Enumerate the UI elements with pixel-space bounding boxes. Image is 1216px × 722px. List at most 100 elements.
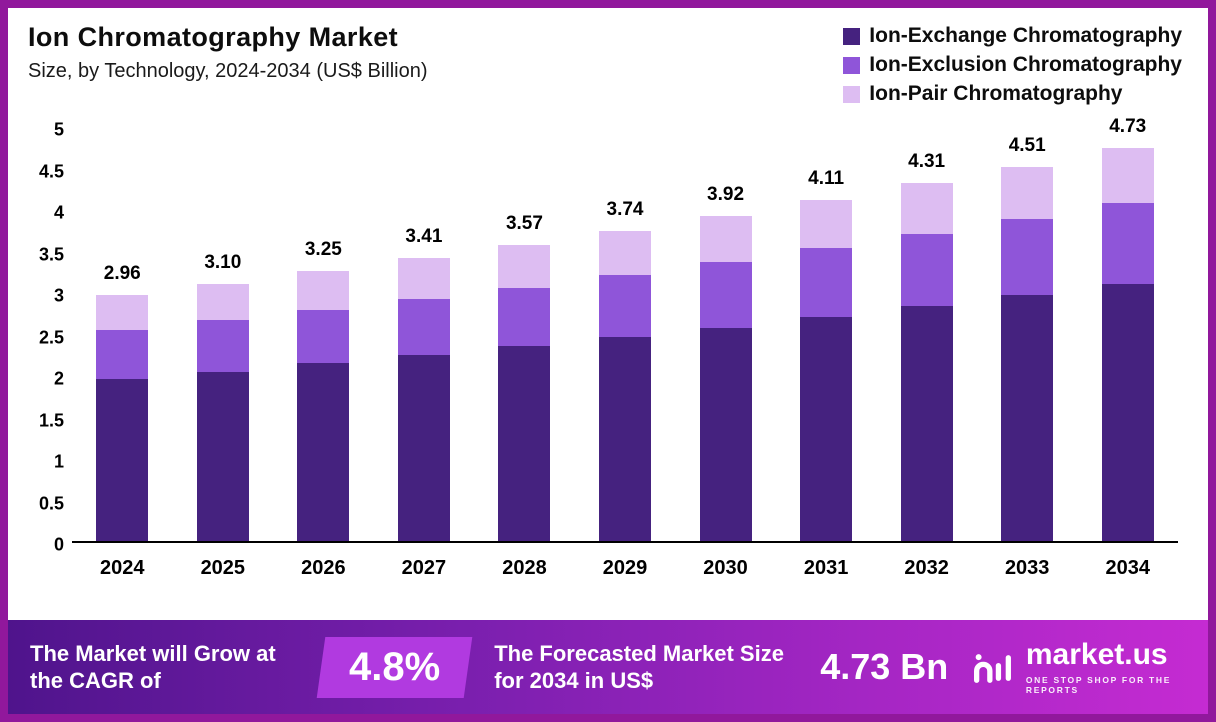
bar-2030: 3.92 bbox=[675, 128, 776, 541]
bar-value-label: 2.96 bbox=[103, 263, 141, 285]
bar-segment bbox=[699, 262, 752, 328]
legend-swatch-icon bbox=[843, 85, 861, 103]
x-tick-label: 2024 bbox=[100, 557, 145, 579]
legend-label: Ion-Exclusion Chromatography bbox=[869, 53, 1182, 76]
bar-segment bbox=[397, 355, 450, 541]
header: Ion Chromatography Market Size, by Techn… bbox=[8, 8, 1208, 106]
bar-segment bbox=[800, 316, 853, 541]
stacked-bar bbox=[297, 271, 350, 541]
y-tick-label: 3 bbox=[53, 285, 64, 306]
page-subtitle: Size, by Technology, 2024-2034 (US$ Bill… bbox=[28, 60, 428, 82]
bar-2025: 3.10 bbox=[173, 128, 274, 541]
y-tick-label: 0 bbox=[53, 534, 64, 555]
bar-segment bbox=[599, 275, 651, 337]
y-tick-label: 1 bbox=[53, 451, 64, 472]
legend-label: Ion-Pair Chromatography bbox=[869, 82, 1123, 105]
y-axis: 0 0.5 1 1.5 2 2.5 3 3.5 4 4.5 5 bbox=[22, 120, 72, 555]
stacked-bar bbox=[498, 244, 551, 541]
x-axis: 2024 2025 2026 2027 2028 2029 2030 2031 2032 2033… bbox=[72, 557, 1178, 580]
bar-segment bbox=[498, 244, 551, 288]
stacked-bar bbox=[196, 283, 249, 541]
x-tick-label: 2033 bbox=[1004, 557, 1050, 579]
bar-segment bbox=[1101, 148, 1154, 204]
stacked-bar bbox=[800, 199, 853, 541]
stacked-bar bbox=[96, 295, 149, 541]
bar-2027: 3.41 bbox=[374, 128, 475, 541]
bar-segment bbox=[900, 233, 953, 307]
bar-segment bbox=[196, 283, 249, 321]
x-tick-label: 2030 bbox=[703, 557, 748, 579]
stacked-bar bbox=[1101, 148, 1154, 541]
x-tick-label: 2026 bbox=[301, 557, 346, 579]
brand-name: market.us bbox=[1025, 637, 1168, 671]
bar-segment bbox=[699, 327, 752, 541]
bar-segment bbox=[397, 299, 450, 356]
bar-segment bbox=[599, 230, 651, 276]
legend-swatch-icon bbox=[843, 56, 861, 74]
y-tick-label: 1.5 bbox=[38, 410, 64, 430]
bar-segment bbox=[1101, 283, 1154, 541]
cagr-text: The Market will Grow at the CAGR of bbox=[30, 640, 276, 694]
bar-value-label: 4.11 bbox=[808, 167, 845, 189]
page-title: Ion Chromatography Market bbox=[28, 22, 399, 52]
bar-segment bbox=[800, 199, 853, 249]
stacked-bar bbox=[900, 183, 953, 541]
bar-segment bbox=[397, 257, 450, 300]
x-tick-label: 2031 bbox=[803, 557, 849, 579]
x-tick-label: 2027 bbox=[401, 557, 447, 579]
bar-value-label: 3.92 bbox=[707, 183, 745, 205]
bar-segment bbox=[96, 295, 149, 331]
bar-2034: 4.73 bbox=[1077, 116, 1178, 541]
chart-area: 0 0.5 1 1.5 2 2.5 3 3.5 4 4.5 5 2.96 3.10 3.25 3.41 3.… bbox=[8, 106, 1208, 620]
stacked-bar bbox=[699, 215, 752, 541]
x-tick-label: 2034 bbox=[1105, 557, 1150, 579]
bar-segment bbox=[96, 330, 149, 380]
forecast-value: 4.73 Bn bbox=[820, 646, 949, 687]
legend-item: Ion-Exchange Chromatography bbox=[843, 24, 1182, 48]
y-tick-label: 2 bbox=[53, 368, 64, 389]
bar-segment bbox=[96, 379, 149, 541]
bar-value-label: 3.10 bbox=[204, 251, 242, 273]
bar-segment bbox=[196, 371, 249, 541]
bar-segment bbox=[800, 248, 853, 317]
legend-item: Ion-Pair Chromatography bbox=[843, 82, 1182, 106]
bar-2029: 3.74 bbox=[575, 128, 676, 541]
y-tick-label: 2.5 bbox=[38, 327, 64, 347]
bar-2028: 3.57 bbox=[474, 128, 575, 541]
bar-segment bbox=[1101, 203, 1154, 284]
stacked-bar bbox=[599, 230, 651, 541]
legend-swatch-icon bbox=[843, 27, 861, 45]
bar-2026: 3.25 bbox=[273, 128, 374, 541]
cagr-value: 4.8% bbox=[349, 644, 441, 689]
plot-outer: 2.96 3.10 3.25 3.41 3.57 3.74 3.92 4.11 4.31 4.51… bbox=[72, 116, 1178, 620]
bar-value-label: 3.25 bbox=[304, 239, 342, 261]
y-tick-label: 0.5 bbox=[38, 493, 64, 513]
bar-value-label: 3.74 bbox=[606, 198, 644, 220]
bar-segment bbox=[297, 363, 350, 541]
bar-value-label: 4.51 bbox=[1008, 134, 1046, 156]
bar-segment bbox=[1001, 218, 1054, 296]
y-tick-label: 4 bbox=[53, 202, 64, 223]
title-block: Ion Chromatography Market Size, by Techn… bbox=[28, 22, 428, 106]
y-tick-label: 3.5 bbox=[38, 244, 64, 264]
x-tick-label: 2025 bbox=[200, 557, 246, 579]
x-tick-label: 2029 bbox=[602, 557, 648, 579]
bar-segment bbox=[498, 345, 551, 541]
forecast-text: The Forecasted Market Size for 2034 in U… bbox=[494, 640, 784, 694]
bar-value-label: 4.73 bbox=[1109, 116, 1147, 138]
y-tick-label: 4.5 bbox=[38, 161, 64, 181]
bar-segment bbox=[196, 320, 249, 372]
bar-value-label: 4.31 bbox=[908, 151, 946, 173]
footer-banner: The Market will Grow at the CAGR of 4.8%… bbox=[8, 620, 1208, 714]
brand: market.us ONE STOP SHOP FOR THE REPORTS bbox=[974, 637, 1186, 695]
bar-segment bbox=[297, 271, 350, 311]
bar-segment bbox=[498, 287, 551, 346]
bar-segment bbox=[1001, 166, 1054, 219]
brand-tagline: ONE STOP SHOP FOR THE REPORTS bbox=[1025, 674, 1172, 695]
legend-label: Ion-Exchange Chromatography bbox=[869, 24, 1182, 47]
x-tick-label: 2032 bbox=[904, 557, 949, 579]
legend: Ion-Exchange Chromatography Ion-Exclusion… bbox=[843, 22, 1182, 106]
x-tick-label: 2028 bbox=[502, 557, 547, 579]
bar-value-label: 3.41 bbox=[405, 225, 443, 247]
y-tick-label: 5 bbox=[53, 119, 64, 140]
